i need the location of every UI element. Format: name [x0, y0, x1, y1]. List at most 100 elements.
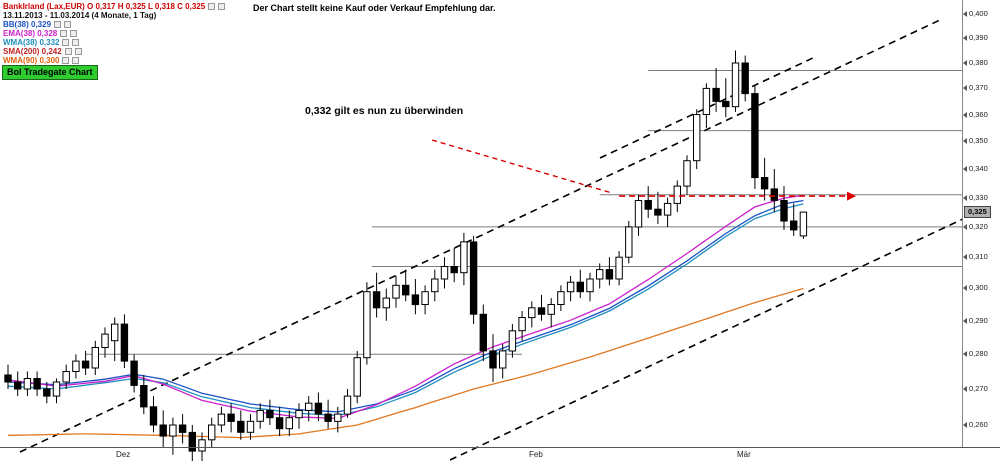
candle-body [372, 291, 381, 309]
candle-body [576, 281, 584, 293]
current-price-box: 0,325 [964, 206, 991, 218]
tick-arrow-icon [963, 112, 967, 118]
legend-settings-icon[interactable] [208, 3, 216, 10]
candle-body [314, 402, 323, 415]
candle-body [14, 381, 22, 390]
candle-body [693, 114, 701, 162]
candle-body [663, 202, 672, 216]
candle-body [81, 360, 90, 369]
candle-body [557, 291, 565, 306]
tick-arrow-icon [963, 138, 967, 144]
candle-body [760, 177, 769, 190]
candle-body [499, 350, 507, 369]
candle-body [52, 381, 61, 397]
month-label-Mär: Mär [737, 450, 751, 459]
candle-body [566, 281, 575, 293]
tick-arrow-icon [963, 422, 967, 428]
legend-settings-icon[interactable] [60, 30, 68, 37]
legend-settings-icon[interactable] [54, 21, 62, 28]
disclaimer-text: Der Chart stellt keine Kauf oder Verkauf… [253, 3, 496, 13]
chart-plot-area[interactable] [0, 0, 962, 461]
candle-body [460, 241, 468, 274]
candle-body [712, 87, 720, 102]
legend-settings-icon[interactable] [62, 57, 70, 64]
resistance-arrowhead [847, 191, 857, 201]
legend-close-icon[interactable] [72, 57, 80, 64]
candle-body [683, 160, 691, 187]
candle-body [169, 424, 177, 437]
legend-close-icon[interactable] [218, 3, 226, 10]
candle-body [208, 424, 216, 441]
price-tick-label: 0,330 [963, 194, 988, 202]
chart-legend: BankIrland (Lax,EUR) O 0,317 H 0,325 L 0… [3, 2, 226, 65]
price-tick-label: 0,270 [963, 385, 988, 393]
tick-arrow-icon [963, 351, 967, 357]
candle-body [91, 347, 99, 369]
price-tick-label: 0,300 [963, 284, 988, 292]
indicator-wma38-label: WMA(38) 0,332 [3, 38, 60, 47]
legend-close-icon[interactable] [74, 48, 82, 55]
tradegate-badge: BoI Tradegate Chart [2, 65, 98, 80]
candle-body [654, 208, 662, 216]
candle-body [615, 256, 623, 280]
tick-arrow-icon [963, 195, 967, 201]
candle-body [149, 406, 158, 426]
legend-settings-icon[interactable] [64, 48, 72, 55]
candle-body [266, 409, 274, 419]
candle-body [353, 357, 361, 397]
candle-body [363, 291, 371, 359]
legend-close-icon[interactable] [72, 39, 80, 46]
tick-arrow-icon [963, 386, 967, 392]
candle-body [741, 62, 749, 95]
candle-body [324, 413, 332, 422]
indicator-sma200-label: SMA(200) 0,242 [3, 47, 62, 56]
instrument-ohlc-label: BankIrland (Lax,EUR) O 0,317 H 0,325 L 0… [3, 2, 206, 11]
month-label-Dez: Dez [116, 450, 131, 459]
price-tick-label: 0,350 [963, 137, 988, 145]
candle-body [237, 420, 245, 433]
candle-body [469, 241, 478, 315]
candle-body [605, 269, 614, 280]
price-tick-label: 0,320 [963, 223, 988, 231]
legend-close-icon[interactable] [70, 30, 78, 37]
tick-arrow-icon [963, 60, 967, 66]
candle-body [295, 409, 303, 419]
legend-row-wma90: WMA(90) 0,300 [3, 56, 225, 65]
candle-body [111, 323, 119, 342]
candle-body [256, 409, 264, 422]
candle-body [23, 378, 32, 390]
price-axis: 0,400 0,390 0,380 0,370 0,360 0,350 0,340 0,330… [962, 0, 1000, 447]
legend-close-icon[interactable] [64, 21, 72, 28]
legend-row-sma200: SMA(200) 0,242 [3, 47, 225, 56]
candle-body [217, 413, 226, 426]
tick-arrow-icon [963, 35, 967, 41]
candle-body [305, 402, 313, 411]
candle-body [101, 333, 109, 349]
candle-body [673, 185, 681, 204]
tick-arrow-icon [963, 11, 967, 17]
tick-arrow-icon [963, 166, 967, 172]
ma-line-wma90 [7, 287, 804, 439]
time-axis: Dez Feb Mär [0, 447, 1000, 461]
candle-body [644, 200, 652, 210]
candle-body [227, 413, 235, 422]
candle-body [770, 188, 778, 201]
legend-row-period: 13.11.2013 - 11.03.2014 (4 Monate, 1 Tag… [3, 11, 225, 20]
candle-body [178, 424, 187, 433]
candle-body [33, 378, 41, 390]
annotation-text: 0,332 gilt es nun zu überwinden [305, 105, 464, 117]
candle-body [72, 360, 80, 373]
price-tick-label: 0,340 [963, 165, 988, 173]
candle-body [188, 431, 197, 452]
candle-body [198, 439, 206, 452]
candle-body [586, 278, 594, 293]
candle-body [334, 413, 342, 422]
indicator-bb38-label: BB(38) 0,329 [3, 20, 52, 29]
price-tick-label: 0,390 [963, 34, 988, 42]
candle-body [411, 294, 420, 306]
candle-body [634, 200, 643, 228]
legend-settings-icon[interactable] [62, 39, 70, 46]
candle-body [421, 291, 429, 306]
candle-body [790, 220, 798, 231]
